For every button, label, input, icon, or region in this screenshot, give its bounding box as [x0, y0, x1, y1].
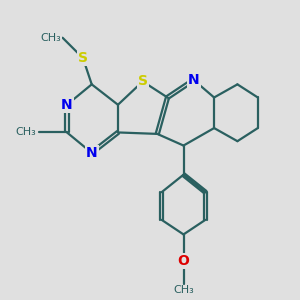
- Text: CH₃: CH₃: [16, 128, 36, 137]
- Text: N: N: [188, 73, 200, 87]
- Text: O: O: [178, 254, 189, 268]
- Text: N: N: [86, 146, 98, 160]
- Text: CH₃: CH₃: [173, 285, 194, 296]
- Text: S: S: [78, 51, 88, 65]
- Text: N: N: [61, 98, 73, 112]
- Text: CH₃: CH₃: [40, 33, 61, 43]
- Text: S: S: [138, 74, 148, 88]
